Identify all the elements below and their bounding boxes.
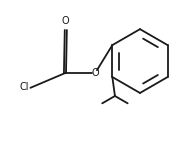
Text: O: O [61,16,69,26]
Text: O: O [91,68,99,78]
Text: Cl: Cl [19,82,29,92]
